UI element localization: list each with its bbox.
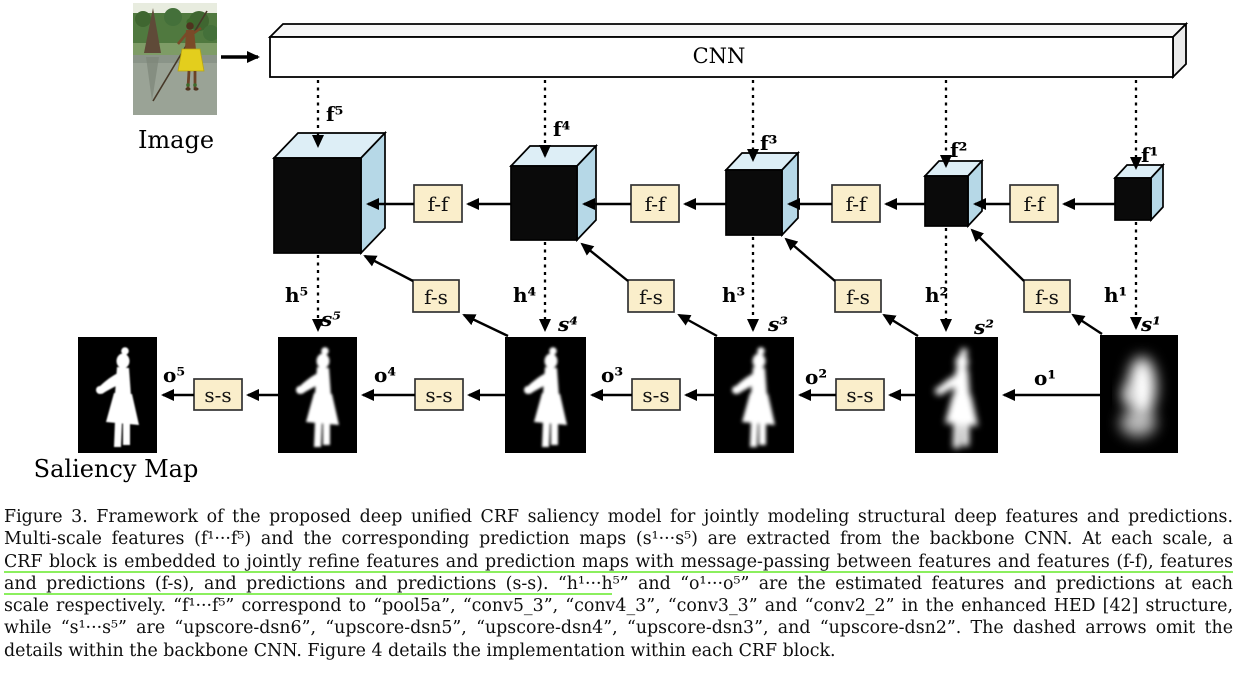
fs-block-3: f-s — [834, 279, 882, 313]
ss-block-1: s-s — [193, 378, 243, 411]
arrow-fs1-to-f5 — [363, 254, 414, 283]
feature-cube-f1 — [1113, 162, 1165, 223]
label-s4: s⁴ — [557, 312, 578, 336]
label-o3: o³ — [601, 363, 623, 387]
caption-line: details within the backbone CNN. Figure … — [4, 640, 836, 661]
input-image-thumbnail — [133, 3, 217, 115]
arrow-fs2-to-f4 — [580, 242, 629, 282]
label-f3: f³ — [760, 131, 777, 155]
ss-block-2: s-s — [414, 378, 464, 411]
caption-line: while “s¹···s⁵” are “upscore-dsn6”, “ups… — [4, 618, 1233, 639]
arrow-fs4-to-f2 — [970, 228, 1025, 282]
prediction-map-s5 — [278, 337, 357, 453]
arrow-s2-to-fs3 — [882, 313, 919, 338]
cnn-bar: CNN — [267, 21, 1189, 80]
fs-block-1: f-s — [412, 279, 460, 313]
ss-block-4: s-s — [835, 378, 885, 411]
caption-line-underlined: and predictions (f-s), and predictions a… — [4, 572, 1233, 596]
label-s2: s² — [973, 315, 994, 339]
caption-line: Multi-scale features (f¹···f⁵) and the c… — [4, 529, 1233, 550]
label-h1: h¹ — [1104, 283, 1127, 307]
arrow-s3-to-fs2 — [677, 313, 718, 338]
fs-block-2: f-s — [627, 279, 675, 313]
arrow-s4-to-fs1 — [462, 313, 509, 338]
prediction-map-s2 — [915, 337, 998, 453]
label-s3: s³ — [767, 312, 788, 336]
ss-block-label: s-s — [425, 383, 452, 407]
image-label: Image — [138, 126, 214, 154]
ff-block-label: f-f — [428, 192, 450, 216]
figure-caption: Figure 3. Framework of the proposed deep… — [4, 506, 1233, 662]
label-h3: h³ — [722, 283, 745, 307]
ss-block-label: s-s — [846, 383, 873, 407]
label-s1: s¹ — [1140, 312, 1161, 336]
label-h5: h⁵ — [285, 283, 308, 307]
feature-cube-f2 — [923, 158, 984, 229]
fs-block-label: f-s — [424, 285, 448, 309]
saliency-map-label: Saliency Map — [34, 455, 199, 483]
fs-block-label: f-s — [1035, 285, 1059, 309]
prediction-map-s3 — [714, 337, 794, 453]
label-h4: h⁴ — [513, 283, 537, 307]
prediction-map-s4 — [505, 337, 586, 453]
caption-line-underlined: CRF block is embedded to jointly refine … — [4, 550, 1233, 573]
saliency-map-output — [78, 337, 157, 453]
label-o5: o⁵ — [163, 363, 185, 387]
fs-block-4: f-s — [1023, 279, 1071, 313]
caption-line: scale respectively. “f¹···f⁵” correspond… — [4, 596, 1233, 617]
feature-cube-f5 — [272, 130, 387, 256]
ss-block-3: s-s — [631, 378, 681, 411]
ss-block-label: s-s — [204, 383, 231, 407]
label-h2: h² — [925, 283, 948, 307]
ff-block-1: f-f — [413, 184, 463, 223]
ff-block-3: f-f — [831, 184, 881, 223]
cnn-label: CNN — [693, 44, 746, 68]
ff-block-2: f-f — [630, 184, 680, 223]
label-o4: o⁴ — [374, 363, 396, 387]
ff-block-label: f-f — [846, 192, 868, 216]
label-s5: s⁵ — [320, 307, 341, 331]
label-f2: f² — [950, 138, 967, 162]
fs-block-label: f-s — [639, 285, 663, 309]
ss-block-label: s-s — [642, 383, 669, 407]
label-o1: o¹ — [1034, 366, 1056, 390]
label-f5: f⁵ — [326, 102, 343, 126]
arrow-fs3-to-f3 — [784, 237, 836, 282]
feature-cube-f3 — [724, 150, 800, 238]
ff-block-label: f-f — [645, 192, 667, 216]
label-f4: f⁴ — [553, 117, 571, 141]
feature-cube-f4 — [509, 143, 598, 243]
ff-block-label: f-f — [1024, 192, 1046, 216]
label-f1: f¹ — [1141, 143, 1158, 167]
arrow-s1-to-fs4 — [1071, 313, 1103, 336]
framework-diagram: Image CNN — [34, 3, 1189, 483]
caption-line: Figure 3. Framework of the proposed deep… — [4, 507, 1233, 527]
ff-block-4: f-f — [1009, 184, 1059, 223]
prediction-map-s1 — [1100, 335, 1178, 453]
fs-block-label: f-s — [846, 285, 870, 309]
label-o2: o² — [805, 365, 827, 389]
